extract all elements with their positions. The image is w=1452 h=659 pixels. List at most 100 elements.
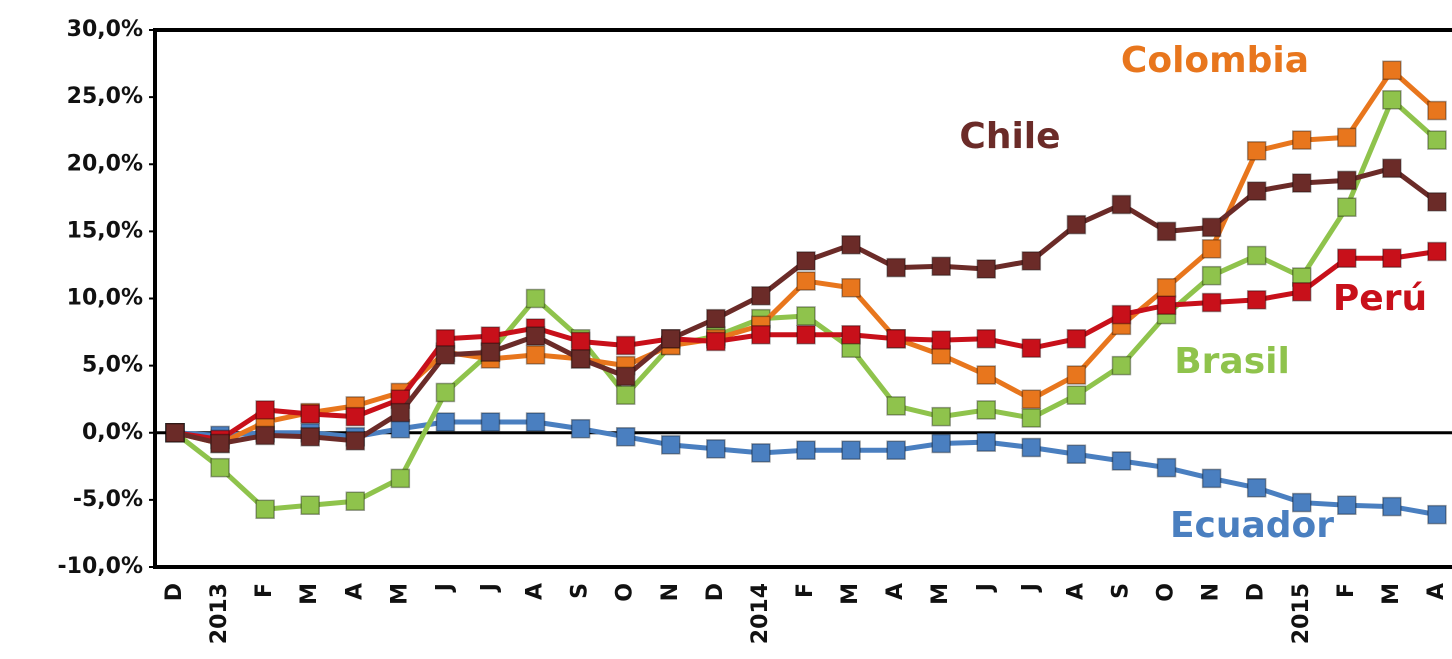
data-point [1337, 127, 1357, 148]
x-tick-label: O [613, 583, 638, 602]
data-point [661, 435, 681, 455]
series-label: Perú [1333, 278, 1427, 319]
data-point [615, 366, 636, 387]
data-point [706, 308, 726, 329]
x-tick-label: A [1063, 583, 1088, 600]
data-point [976, 432, 997, 452]
data-point [1427, 100, 1447, 121]
x-tick-label: A [342, 583, 367, 600]
data-point [796, 271, 816, 291]
series-label: Colombia [1121, 40, 1309, 81]
data-point [390, 402, 411, 423]
y-tick-label: 30,0% [67, 17, 143, 42]
x-tick-label: 2015 [1289, 583, 1314, 644]
data-point [1201, 265, 1222, 286]
x-tick-label: M [297, 583, 322, 605]
data-point [1292, 492, 1312, 513]
data-point [525, 326, 546, 346]
data-point [390, 468, 411, 489]
y-tick-label: 25,0% [67, 84, 143, 109]
data-point [1292, 282, 1312, 302]
data-point [1246, 245, 1267, 266]
x-tick-label: M [387, 583, 412, 605]
x-tick-label: J [432, 583, 457, 593]
data-point [1021, 408, 1042, 428]
data-point [1021, 389, 1042, 409]
data-point [1201, 468, 1222, 489]
data-point [661, 329, 681, 349]
data-point [1021, 338, 1042, 358]
data-point [886, 440, 906, 460]
x-tick-label: N [658, 583, 683, 601]
data-point [841, 440, 861, 460]
data-point [1427, 241, 1447, 262]
data-point [1337, 170, 1357, 191]
data-point [886, 396, 906, 416]
data-point [1066, 365, 1087, 385]
data-point [1111, 451, 1132, 471]
data-point [1382, 90, 1402, 110]
data-point [931, 330, 951, 350]
data-point [255, 400, 275, 420]
x-tick-label: S [568, 583, 593, 599]
data-point [1427, 504, 1447, 525]
data-point [210, 433, 230, 454]
data-point [1382, 496, 1402, 517]
data-point [570, 418, 591, 439]
data-point [706, 331, 726, 352]
x-tick-label: J [477, 583, 502, 593]
data-point [976, 329, 997, 349]
data-point [1156, 221, 1177, 242]
data-point [1246, 141, 1267, 161]
series-label: Ecuador [1170, 505, 1334, 546]
data-point [1246, 181, 1267, 201]
x-tick-label: D [162, 583, 187, 601]
data-point [1292, 173, 1312, 193]
data-point [1021, 251, 1042, 271]
x-tick-label: F [1334, 583, 1359, 598]
data-point [1246, 290, 1267, 310]
data-point [1066, 329, 1087, 349]
data-point [480, 326, 501, 346]
data-point [706, 439, 726, 459]
data-point [525, 412, 546, 432]
series-label: Chile [959, 116, 1060, 157]
data-point [841, 278, 861, 298]
data-point [390, 418, 411, 439]
data-point [165, 423, 185, 443]
x-tick-label: F [793, 583, 818, 598]
data-point [976, 365, 997, 385]
data-point [1427, 130, 1447, 150]
data-point [1246, 478, 1267, 498]
data-point [570, 331, 591, 352]
x-tick-label: 2013 [207, 583, 232, 644]
data-point [1111, 355, 1132, 376]
data-point [435, 412, 456, 432]
data-point [796, 324, 816, 345]
x-tick-label: M [838, 583, 863, 605]
data-point [751, 324, 771, 345]
x-tick-label: A [883, 583, 908, 600]
data-point [570, 349, 591, 369]
y-tick-label: 15,0% [67, 218, 143, 243]
data-point [615, 385, 636, 405]
x-tick-label: N [1199, 583, 1224, 601]
data-point [1201, 217, 1222, 238]
x-tick-label: J [973, 583, 998, 593]
data-point [1021, 437, 1042, 458]
x-tick-label: S [1108, 583, 1133, 599]
x-tick-label: O [1154, 583, 1179, 602]
data-point [480, 342, 501, 362]
data-point [841, 235, 861, 255]
data-point [345, 491, 366, 511]
data-point [1427, 192, 1447, 212]
y-tick-label: 5,0% [82, 353, 143, 378]
data-point [1066, 214, 1087, 235]
x-tick-label: A [523, 583, 548, 600]
data-point [255, 499, 275, 520]
data-point [1066, 385, 1087, 405]
x-tick-label: 2014 [748, 583, 773, 644]
data-point [931, 256, 951, 277]
data-point [886, 257, 906, 278]
data-point [300, 495, 320, 515]
